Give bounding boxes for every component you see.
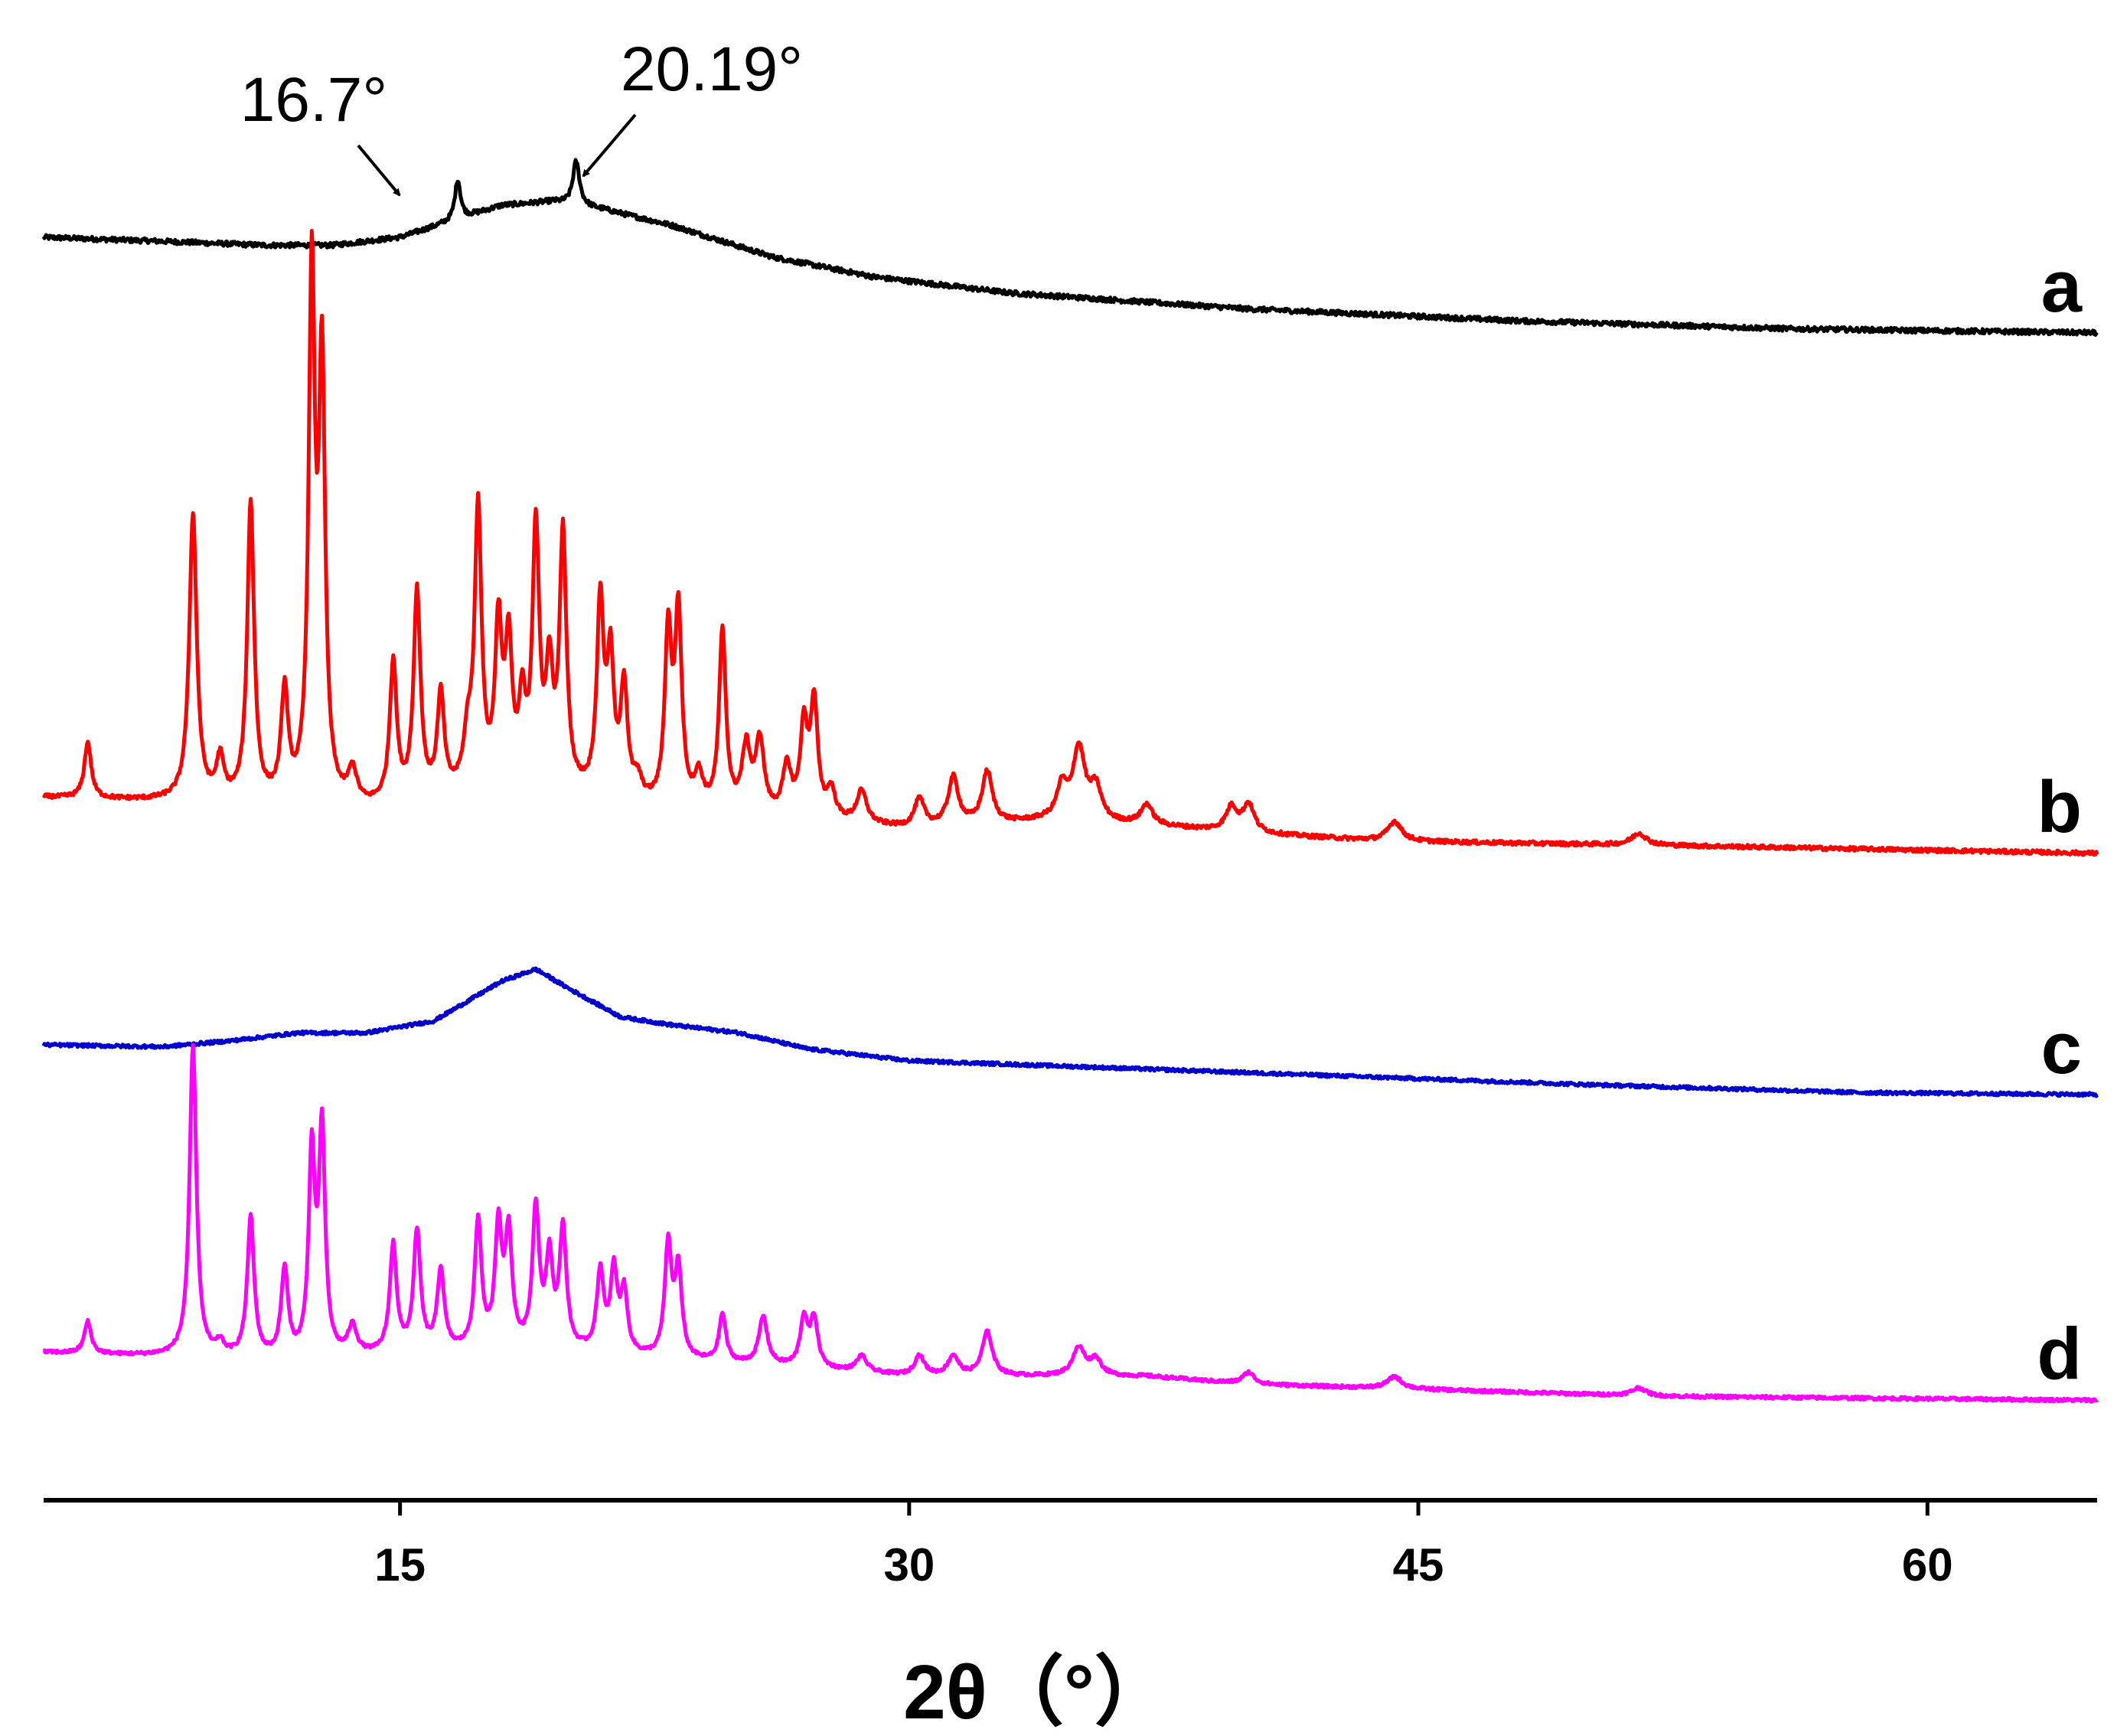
series-b-line [41, 229, 2099, 857]
series-c-line [41, 966, 2099, 1098]
peak-annotation-label: 20.19° [621, 34, 803, 104]
series-d-label: d [2037, 1313, 2082, 1395]
x-tick-label: 30 [883, 1539, 935, 1591]
peak-annotation-arrow [582, 113, 637, 178]
series-b-label: b [2037, 766, 2082, 848]
peak-annotation-label: 16.7° [240, 65, 387, 135]
x-tick-label: 45 [1393, 1539, 1444, 1591]
peak-annotation-arrow [357, 144, 401, 197]
x-axis: 15 30 45 60 [44, 1498, 2097, 1591]
series-d-line [42, 1043, 2099, 1404]
x-tick-label: 15 [374, 1539, 426, 1591]
series-labels: a b c d [2037, 246, 2082, 1395]
x-tick-label: 60 [1902, 1539, 1953, 1591]
series-traces [41, 158, 2099, 1404]
series-a-label: a [2041, 246, 2083, 328]
peak-annotations: 16.7° 20.19° [240, 34, 803, 197]
x-axis-title: 2θ（°） [903, 1650, 1171, 1735]
x-ticks: 15 30 45 60 [374, 1500, 1953, 1591]
series-c-label: c [2041, 1007, 2082, 1089]
series-a-line [41, 158, 2099, 337]
